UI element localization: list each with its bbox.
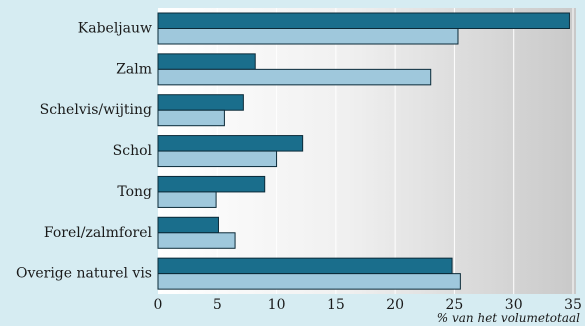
bar-schol-series-2 <box>157 150 278 168</box>
category-label: Schol <box>113 143 153 159</box>
bar-schelvis-wijting-series-2 <box>157 109 225 127</box>
x-tick-label: 5 <box>213 297 222 313</box>
category-label: Kabeljauw <box>78 21 152 37</box>
x-tick-label: 15 <box>327 297 345 313</box>
category-label: Tong <box>117 184 152 200</box>
bar-schol-series-1 <box>157 135 304 152</box>
bar-kabeljauw-series-2 <box>157 28 459 45</box>
category-labels: Kabeljauw Zalm Schelvis/wijting Schol Tong Fo… <box>16 21 153 282</box>
category-label: Zalm <box>116 61 152 77</box>
bar-schelvis-wijting-series-1 <box>157 94 244 111</box>
bar-tong-series-2 <box>157 191 217 208</box>
x-tick-label: 35 <box>564 297 582 313</box>
bars <box>157 12 570 290</box>
bar-overige-naturel-vis-series-2 <box>157 273 461 290</box>
category-label: Schelvis/wijting <box>40 102 152 118</box>
bar-kabeljauw-series-1 <box>157 12 570 29</box>
bar-tong-series-1 <box>157 175 266 193</box>
bar-zalm-series-1 <box>157 53 256 70</box>
bar-forel-zalmforel-series-1 <box>157 216 219 234</box>
x-tick-labels: 0 5 10 15 20 25 30 35 <box>154 297 582 313</box>
x-tick-label: 30 <box>505 297 523 313</box>
x-axis-title: % van het volumetotaal <box>437 311 580 325</box>
x-tick-label: 0 <box>154 297 163 313</box>
bar-overige-naturel-vis-series-1 <box>157 257 453 275</box>
bar-zalm-series-2 <box>157 68 432 86</box>
x-tick-label: 25 <box>446 297 464 313</box>
category-label: Forel/zalmforel <box>44 225 153 241</box>
bar-forel-zalmforel-series-2 <box>157 232 236 249</box>
x-tick-label: 10 <box>268 297 286 313</box>
x-tick-label: 20 <box>386 297 404 313</box>
category-label: Overige naturel vis <box>16 266 152 282</box>
